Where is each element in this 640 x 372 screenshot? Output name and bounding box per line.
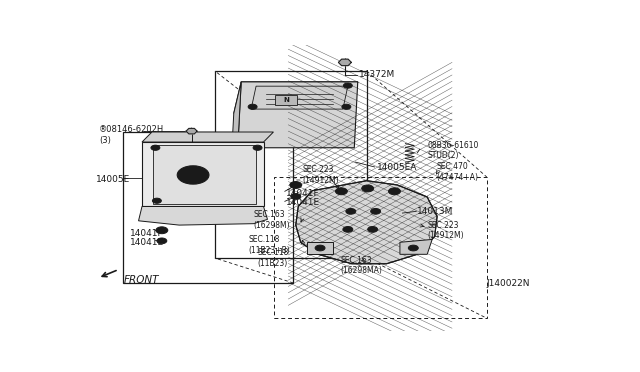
- Circle shape: [290, 182, 301, 189]
- Text: 14005EA: 14005EA: [376, 163, 417, 172]
- Circle shape: [342, 104, 351, 109]
- Polygon shape: [142, 142, 264, 206]
- Text: 14013M: 14013M: [417, 207, 454, 216]
- Circle shape: [315, 245, 325, 251]
- Bar: [275, 177, 486, 318]
- Circle shape: [344, 83, 352, 88]
- Text: N: N: [283, 97, 289, 103]
- Circle shape: [371, 208, 381, 214]
- Text: SEC.223
(14912M): SEC.223 (14912M): [302, 165, 339, 185]
- Text: N: N: [189, 170, 196, 179]
- Bar: [275, 95, 297, 105]
- Text: 14372M: 14372M: [359, 70, 395, 79]
- Polygon shape: [339, 59, 351, 65]
- Text: 14005E: 14005E: [96, 175, 130, 184]
- Polygon shape: [400, 240, 432, 254]
- Circle shape: [157, 238, 167, 244]
- Text: SEC.163
(16298MA): SEC.163 (16298MA): [340, 256, 382, 276]
- Circle shape: [152, 198, 161, 203]
- Text: 14041F: 14041F: [129, 229, 163, 238]
- Polygon shape: [237, 82, 358, 148]
- Text: J140022N: J140022N: [486, 279, 530, 288]
- Text: 08B36-61610
STUD(2): 08B36-61610 STUD(2): [428, 141, 479, 160]
- Text: SEC.223
(14912M): SEC.223 (14912M): [428, 221, 464, 240]
- Circle shape: [151, 145, 160, 150]
- Circle shape: [362, 185, 374, 192]
- Text: SEC.470
(47474+A): SEC.470 (47474+A): [436, 163, 478, 182]
- Circle shape: [408, 245, 419, 251]
- Polygon shape: [307, 242, 333, 254]
- Circle shape: [253, 145, 262, 150]
- Circle shape: [177, 166, 209, 184]
- Text: ®08146-6202H
(3): ®08146-6202H (3): [99, 125, 164, 145]
- Text: 14041E: 14041E: [286, 198, 320, 207]
- Text: FRONT: FRONT: [124, 275, 159, 285]
- Text: SEC.118
(11B23+B): SEC.118 (11B23+B): [249, 235, 291, 255]
- Polygon shape: [186, 128, 197, 134]
- Text: SEC.118
(11B23): SEC.118 (11B23): [257, 248, 289, 268]
- Text: 14041E: 14041E: [129, 238, 164, 247]
- Bar: [215, 71, 367, 258]
- Polygon shape: [142, 132, 273, 142]
- Polygon shape: [138, 206, 268, 225]
- Circle shape: [367, 227, 378, 232]
- Circle shape: [343, 227, 353, 232]
- Polygon shape: [251, 86, 348, 109]
- Text: 14041F: 14041F: [286, 189, 319, 198]
- Circle shape: [156, 227, 168, 234]
- Polygon shape: [230, 82, 241, 179]
- Text: SEC.163
(16298M): SEC.163 (16298M): [253, 210, 290, 230]
- Bar: [123, 132, 293, 283]
- Circle shape: [291, 193, 301, 199]
- Polygon shape: [154, 145, 256, 203]
- Polygon shape: [234, 82, 358, 113]
- Polygon shape: [296, 181, 437, 264]
- Circle shape: [346, 208, 356, 214]
- Circle shape: [388, 188, 401, 195]
- Circle shape: [248, 104, 257, 109]
- Circle shape: [335, 188, 348, 195]
